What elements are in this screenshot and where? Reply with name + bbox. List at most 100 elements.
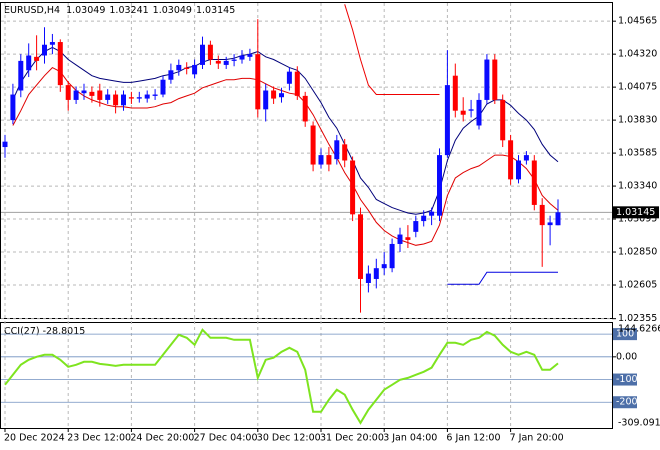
candle-body (484, 59, 490, 100)
high-value: 1.03241 (109, 5, 148, 16)
candle-body (286, 71, 292, 84)
cci-value: -28.8015 (43, 326, 86, 337)
current-price-label: 1.03145 (616, 207, 655, 218)
candle-body (437, 155, 442, 216)
candle-body (42, 44, 47, 56)
close-value: 1.03145 (196, 5, 235, 16)
y-tick-label: -100 (616, 374, 638, 385)
y-tick-label: 1.02850 (618, 247, 657, 258)
candle-body (10, 94, 16, 121)
y-tick-label: 1.04075 (618, 82, 657, 93)
candle-body (350, 160, 356, 215)
y-limit-label: -309.0916 (618, 418, 660, 429)
x-tick-label: 23 Dec 12:00 (67, 433, 131, 444)
cci-line (4, 328, 559, 425)
candle-body (413, 221, 419, 232)
candle-body (547, 222, 553, 226)
candle-body (421, 215, 427, 222)
y-tick-label: 1.03095 (618, 214, 657, 225)
candle-body (121, 94, 126, 106)
y-limit-label: 144.6266 (618, 324, 660, 335)
candle-body (34, 56, 40, 61)
candle-body (508, 140, 514, 180)
symbol: EURUSD,H4 (4, 5, 60, 16)
candle-body (160, 79, 166, 95)
candle-body (318, 155, 324, 165)
x-tick-label: 31 Dec 20:00 (320, 433, 384, 444)
candle-body (555, 212, 561, 226)
candle-body (365, 273, 371, 283)
x-tick-label: 27 Dec 04:00 (194, 433, 258, 444)
candle-body (128, 97, 134, 99)
candle-body (168, 70, 174, 80)
candle-body (136, 97, 142, 99)
candle-body (215, 60, 221, 64)
candle-body (49, 42, 55, 45)
candle-body (176, 64, 182, 71)
candle-body (200, 44, 205, 65)
candle-body (81, 90, 87, 94)
candle-body (2, 141, 8, 148)
header: EURUSD,H4 1.03049 1.03241 1.03049 1.03145 (4, 5, 235, 16)
low-value: 1.03049 (153, 5, 192, 16)
candle-body (500, 99, 506, 141)
candle-body (523, 155, 529, 161)
candle-body (452, 75, 458, 111)
cci-header: CCI(27) -28.8015 (4, 326, 85, 337)
candle-body (531, 160, 537, 205)
candle-body (263, 90, 269, 110)
open-value: 1.03049 (66, 5, 105, 16)
candle-body (405, 237, 411, 240)
candle-body (65, 85, 71, 100)
candle-body (444, 85, 450, 156)
candle-body (294, 71, 300, 96)
candle-body (302, 95, 308, 122)
candle-body (97, 90, 103, 100)
candle-body (223, 60, 229, 65)
x-tick-label: 30 Dec 12:00 (257, 433, 321, 444)
candle-body (26, 55, 32, 71)
indicator-line (344, 4, 440, 95)
y-tick-label: -200 (616, 397, 638, 408)
candle-body (144, 94, 150, 99)
candle-body (113, 94, 119, 106)
candle-body (247, 54, 253, 57)
cci-frame (0, 322, 613, 429)
y-tick-label: 1.03585 (618, 148, 657, 159)
y-tick-label: 1.02605 (618, 280, 657, 291)
x-tick-label: 7 Jan 20:00 (510, 433, 564, 444)
candle-body (326, 155, 332, 165)
level-label-box (613, 373, 637, 386)
candle-body (255, 54, 261, 110)
level-label-box (613, 396, 637, 409)
candle-body (57, 42, 63, 86)
x-tick-label: 20 Dec 2024 (4, 433, 65, 444)
candle-body (516, 160, 521, 180)
candle-body (239, 55, 245, 60)
candle-body (492, 59, 498, 100)
candle-body (231, 59, 237, 61)
y-tick-label: 0.00 (616, 351, 637, 362)
candle-body (73, 90, 79, 100)
y-tick-label: 1.02355 (618, 313, 657, 324)
candle-body (397, 234, 403, 244)
candle-body (334, 140, 340, 160)
y-tick-label: 1.04320 (618, 49, 657, 60)
candle-body (89, 91, 95, 96)
candle-body (539, 204, 545, 226)
indicator-line (12, 46, 559, 215)
candle-body (310, 125, 316, 165)
indicator-line (447, 271, 558, 285)
candle-body (476, 99, 482, 126)
candle-body (429, 211, 435, 216)
candle-body (192, 64, 198, 75)
x-tick-label: 24 Dec 20:00 (130, 433, 194, 444)
current-price-box (613, 206, 659, 219)
main-frame (0, 2, 613, 319)
candle-body (184, 67, 190, 69)
candle-body (373, 268, 379, 279)
candle-body (342, 144, 348, 161)
y-tick-label: 100 (616, 329, 634, 340)
